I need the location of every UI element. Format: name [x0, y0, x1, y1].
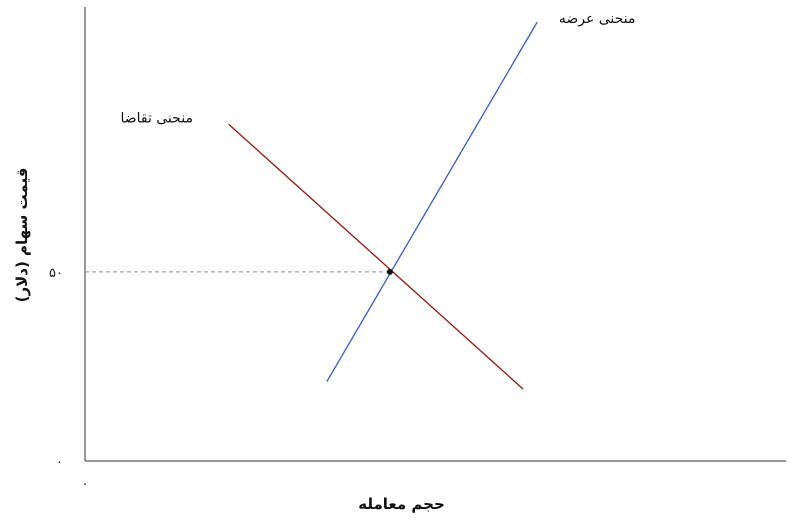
y-tick-label-fifty: ۵۰	[49, 266, 63, 281]
equilibrium-point	[386, 268, 393, 275]
x-origin-label: ۰	[82, 477, 89, 492]
y-axis-title: قیمت سهام (دلار)	[13, 168, 31, 303]
y-tick-label-zero: ۰	[56, 455, 63, 470]
supply-curve-line	[326, 21, 538, 382]
demand-curve-line	[228, 123, 524, 390]
x-axis-title: حجم معامله	[358, 495, 445, 513]
demand-curve-label: منحنی تقاضا	[120, 110, 193, 126]
supply-curve-label: منحنی عرضه	[559, 11, 636, 27]
